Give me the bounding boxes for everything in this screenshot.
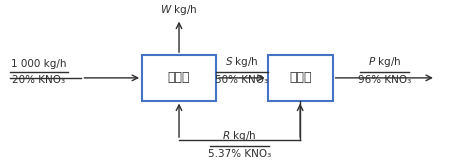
- Bar: [142, 55, 216, 101]
- Text: $W$ kg/h: $W$ kg/h: [160, 3, 198, 17]
- Bar: [268, 55, 333, 101]
- Text: 20% KNO₃: 20% KNO₃: [12, 75, 65, 85]
- Text: 蒸发器: 蒸发器: [168, 71, 190, 84]
- Text: 1 000 kg/h: 1 000 kg/h: [11, 59, 67, 69]
- Text: $R$ kg/h: $R$ kg/h: [222, 129, 257, 143]
- Text: $S$ kg/h: $S$ kg/h: [225, 55, 259, 69]
- Text: 结晶器: 结晶器: [289, 71, 311, 84]
- Text: 50% KNO₃: 50% KNO₃: [215, 75, 268, 85]
- Text: 96% KNO₃: 96% KNO₃: [358, 75, 411, 85]
- Text: $P$ kg/h: $P$ kg/h: [368, 55, 401, 69]
- Text: 5.37% KNO₃: 5.37% KNO₃: [208, 149, 271, 159]
